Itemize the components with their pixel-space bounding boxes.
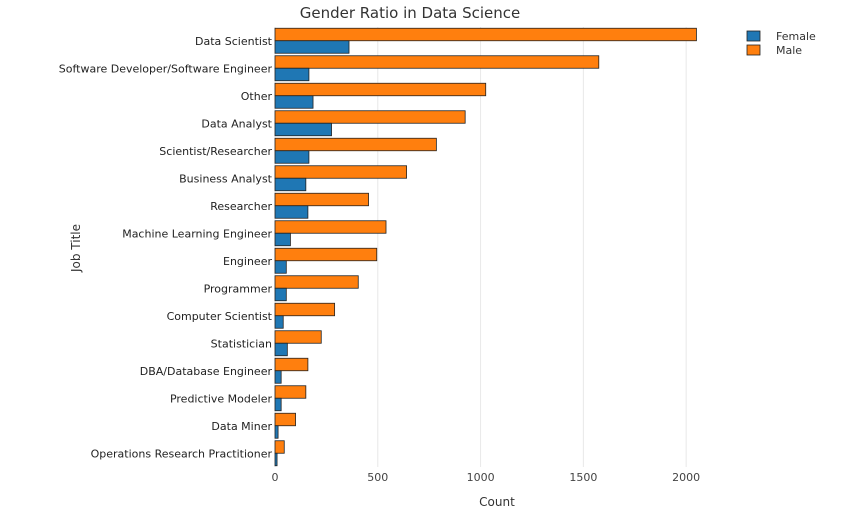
legend-label-male[interactable]: Male xyxy=(776,44,802,57)
y-axis-title: Job Title xyxy=(69,224,83,273)
bar-female[interactable] xyxy=(274,287,287,302)
bar-male[interactable] xyxy=(274,412,296,427)
y-tick-label: Statistician xyxy=(211,337,272,350)
bar-male[interactable] xyxy=(274,82,487,97)
bar-male[interactable] xyxy=(274,385,307,399)
bar-female[interactable] xyxy=(274,150,310,164)
y-tick-label: Operations Research Practitioner xyxy=(91,447,273,460)
bar-male[interactable] xyxy=(274,357,309,372)
y-tick-label: Software Developer/Software Engineer xyxy=(59,62,273,75)
bar-female[interactable] xyxy=(274,177,307,192)
y-tick-label: Machine Learning Engineer xyxy=(122,227,272,240)
bar-female[interactable] xyxy=(274,425,279,439)
bar-male[interactable] xyxy=(274,440,285,454)
y-tick-label: Scientist/Researcher xyxy=(159,145,272,158)
bar-male[interactable] xyxy=(274,220,387,234)
bar-male[interactable] xyxy=(274,247,378,262)
bars-layer xyxy=(274,27,697,467)
y-tick-label: DBA/Database Engineer xyxy=(140,365,273,378)
x-tick-label: 1000 xyxy=(467,471,495,484)
legend-swatch-female[interactable] xyxy=(746,30,761,42)
y-tick-label: Data Analyst xyxy=(201,117,272,130)
y-tick-label: Engineer xyxy=(223,255,272,268)
bar-male[interactable] xyxy=(274,330,322,344)
y-tick-label: Data Scientist xyxy=(195,35,273,48)
bar-male[interactable] xyxy=(274,275,359,289)
bar-female[interactable] xyxy=(274,122,332,137)
bar-male[interactable] xyxy=(274,27,697,42)
legend-label-female[interactable]: Female xyxy=(776,30,816,43)
bar-female[interactable] xyxy=(274,315,284,329)
x-tick-labels: 0 500 1000 1500 2000 xyxy=(272,471,701,484)
bar-male[interactable] xyxy=(274,165,407,179)
bar-female[interactable] xyxy=(274,397,282,412)
y-tick-label: Researcher xyxy=(210,200,272,213)
bar-female[interactable] xyxy=(274,370,282,384)
bar-female[interactable] xyxy=(274,452,278,467)
x-tick-label: 500 xyxy=(367,471,388,484)
bar-male[interactable] xyxy=(274,302,336,317)
bar-female[interactable] xyxy=(274,205,309,219)
y-tick-label: Predictive Modeler xyxy=(170,392,273,405)
bar-female[interactable] xyxy=(274,95,314,109)
y-tick-label: Computer Scientist xyxy=(167,310,273,323)
y-tick-labels: Data Scientist Software Developer/Softwar… xyxy=(59,35,273,461)
x-tick-label: 2000 xyxy=(672,471,700,484)
x-tick-label: 1500 xyxy=(569,471,597,484)
y-tick-label: Programmer xyxy=(204,282,273,295)
chart-title: Gender Ratio in Data Science xyxy=(300,4,521,22)
x-tick-label: 0 xyxy=(272,471,279,484)
legend-swatch-male[interactable] xyxy=(746,44,761,56)
bar-male[interactable] xyxy=(274,192,369,207)
y-tick-label: Other xyxy=(241,90,273,103)
bar-female[interactable] xyxy=(274,260,287,274)
bar-female[interactable] xyxy=(274,232,291,247)
bar-male[interactable] xyxy=(274,110,466,124)
bar-male[interactable] xyxy=(274,137,437,152)
bar-male[interactable] xyxy=(274,55,600,69)
x-axis-title: Count xyxy=(479,495,515,509)
y-tick-label: Business Analyst xyxy=(179,172,273,185)
bar-female[interactable] xyxy=(274,342,288,357)
bar-female[interactable] xyxy=(274,67,310,82)
bar-female[interactable] xyxy=(274,40,350,54)
y-tick-label: Data Miner xyxy=(211,420,272,433)
